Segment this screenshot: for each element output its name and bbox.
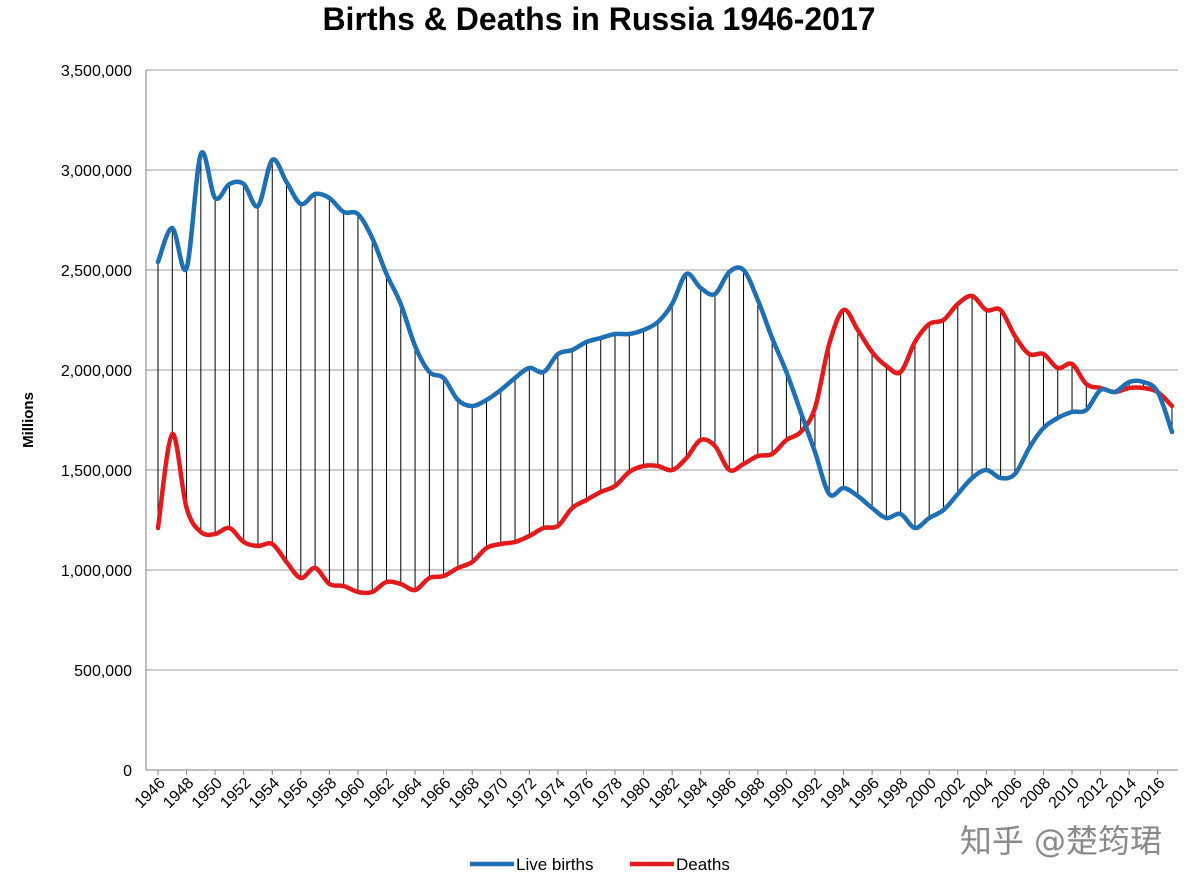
x-tick-label: 1968 xyxy=(446,775,483,812)
x-tick-label: 1962 xyxy=(360,775,397,812)
x-tick-label: 1998 xyxy=(874,775,911,812)
x-tick-label: 2006 xyxy=(989,775,1026,812)
legend-label: Live births xyxy=(516,855,593,874)
series-line-deaths xyxy=(155,293,1175,596)
x-tick-label: 1964 xyxy=(389,775,426,812)
x-tick-label: 1976 xyxy=(560,775,597,812)
x-tick-label: 1966 xyxy=(417,775,454,812)
y-tick-label: 3,500,000 xyxy=(61,63,132,80)
y-tick-label: 2,000,000 xyxy=(61,363,132,380)
watermark-text: 知乎 @楚筠珺 xyxy=(960,822,1162,860)
x-tick-label: 1958 xyxy=(303,775,340,812)
y-axis-ticks: 0 500,000 1,000,000 1,500,000 2,000,000 2,500… xyxy=(61,63,132,780)
x-tick-label: 1984 xyxy=(674,775,711,812)
legend: Live births Deaths xyxy=(470,855,730,874)
x-tick-label: 1974 xyxy=(532,775,569,812)
x-tick-label: 2014 xyxy=(1103,775,1140,812)
x-tick-label: 1978 xyxy=(589,775,626,812)
x-tick-label: 1972 xyxy=(503,775,540,812)
x-tick-label: 2012 xyxy=(1074,775,1111,812)
x-tick-label: 1948 xyxy=(160,775,197,812)
x-tick-label: 1954 xyxy=(246,775,283,812)
x-tick-label: 1970 xyxy=(474,775,511,812)
y-tick-label: 1,000,000 xyxy=(61,563,132,580)
x-tick-label: 1982 xyxy=(646,775,683,812)
y-tick-label: 3,000,000 xyxy=(61,163,132,180)
x-tick-label: 1988 xyxy=(731,775,768,812)
x-tick-label: 1952 xyxy=(217,775,254,812)
x-tick-label: 1992 xyxy=(789,775,826,812)
axes xyxy=(145,70,1178,775)
x-tick-label: 1990 xyxy=(760,775,797,812)
x-tick-label: 2000 xyxy=(903,775,940,812)
chart-title: Births & Deaths in Russia 1946-2017 xyxy=(322,1,875,37)
x-tick-label: 1980 xyxy=(617,775,654,812)
x-tick-label: 1986 xyxy=(703,775,740,812)
x-tick-label: 2002 xyxy=(931,775,968,812)
y-axis-title: Millions xyxy=(20,392,37,448)
y-tick-label: 0 xyxy=(123,763,132,780)
series-lines xyxy=(155,150,1175,596)
x-tick-label: 1994 xyxy=(817,775,854,812)
y-tick-label: 1,500,000 xyxy=(61,463,132,480)
difference-hatching xyxy=(157,154,1173,592)
x-tick-label: 1960 xyxy=(332,775,369,812)
series-line-live-births xyxy=(155,150,1175,531)
x-tick-label: 1950 xyxy=(189,775,226,812)
x-tick-label: 1996 xyxy=(846,775,883,812)
x-tick-label: 2010 xyxy=(1046,775,1083,812)
x-tick-label: 1956 xyxy=(274,775,311,812)
legend-label: Deaths xyxy=(676,855,730,874)
x-axis-ticks: 1946194819501952195419561958196019621964… xyxy=(132,775,1169,812)
x-tick-label: 2008 xyxy=(1017,775,1054,812)
y-tick-label: 2,500,000 xyxy=(61,263,132,280)
x-tick-label: 1946 xyxy=(132,775,169,812)
y-tick-label: 500,000 xyxy=(74,663,132,680)
x-tick-label: 2016 xyxy=(1131,775,1168,812)
x-tick-label: 2004 xyxy=(960,775,997,812)
